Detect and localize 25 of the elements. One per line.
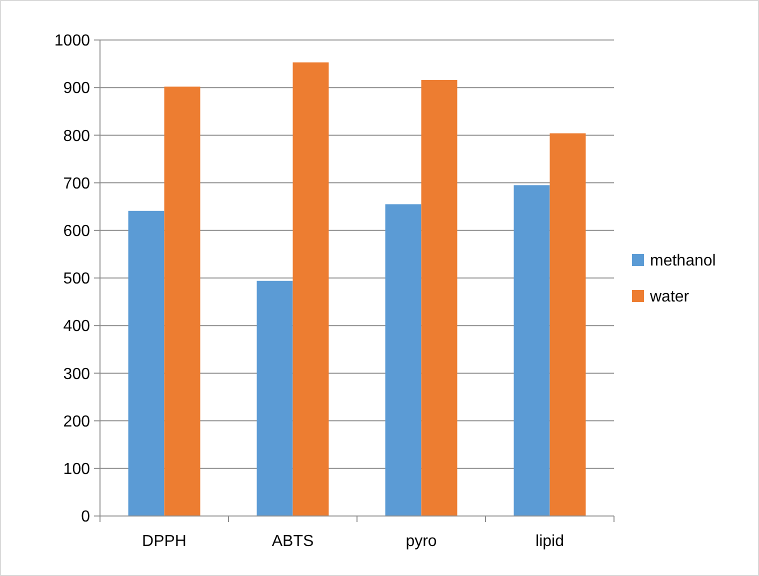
x-tick-label: lipid [536,533,564,550]
bar [385,204,422,516]
legend-label: water [649,288,690,306]
y-tick-label: 200 [63,413,90,430]
y-tick-label: 700 [63,175,90,192]
legend-label: methanol [650,252,716,270]
y-tick-label: 300 [63,366,90,383]
bar [514,185,550,516]
x-tick-label: pyro [406,533,437,550]
y-tick-label: 1000 [54,32,90,50]
y-tick-label: 500 [63,270,90,288]
y-tick-label: 600 [63,223,90,240]
y-tick-label: 100 [63,461,90,478]
x-tick-label: ABTS [272,533,314,550]
bar [128,210,164,516]
bar [421,80,458,516]
x-tick-label: DPPH [142,533,186,550]
bar [550,133,586,516]
bar [164,86,200,516]
y-tick-label: 0 [81,508,90,526]
y-tick-label: 400 [63,318,90,336]
bar [256,280,293,516]
y-tick-label: 900 [63,80,90,98]
bar [292,62,329,516]
y-tick-label: 800 [63,128,90,145]
